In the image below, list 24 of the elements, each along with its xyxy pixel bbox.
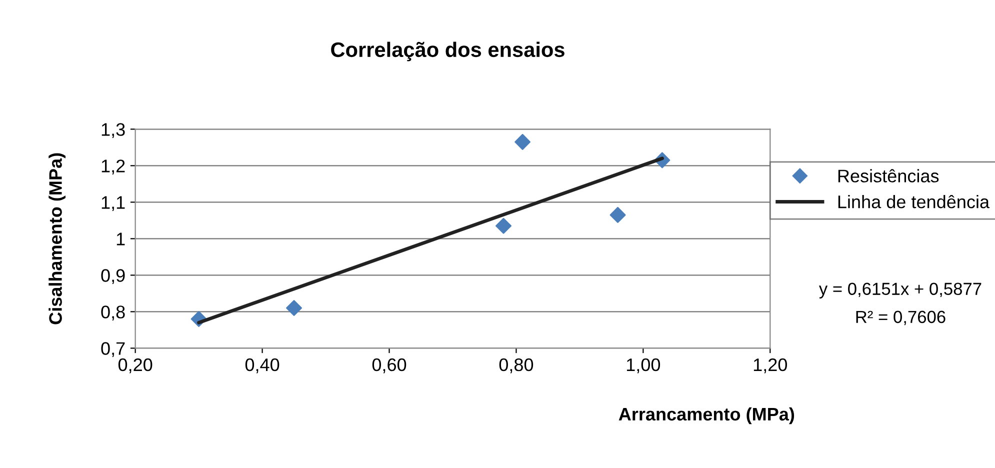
y-tick-label: 1,3: [102, 123, 125, 138]
y-tick-label: 1: [116, 232, 125, 246]
legend-label: Linha de tendência: [838, 194, 990, 208]
y-tick-label: 1,2: [102, 160, 125, 175]
x-tick-label: 0,60: [372, 358, 406, 374]
x-tick-label: 0,80: [499, 358, 534, 374]
y-tick-label: 0,8: [101, 306, 125, 321]
x-tick-label: 1,00: [626, 358, 660, 374]
x-axis-title: Arrancamento (MPa): [618, 407, 794, 424]
text: y = 0,6151x + 0,5877: [818, 282, 982, 298]
x-tick-label: 0,40: [245, 358, 280, 374]
text: R² = 0,7606: [856, 310, 946, 326]
y-tick-label: 0,7: [101, 342, 125, 358]
y-tick-label: 0,9: [101, 269, 125, 284]
point: [496, 218, 512, 234]
x-tick-label: 1,20: [754, 358, 787, 374]
chart-title: Correlação dos ensaios: [331, 42, 564, 62]
y-axis-title: Cisalhamento (MPa): [48, 153, 66, 324]
y-tick-label: 1,1: [102, 196, 125, 212]
point: [286, 300, 302, 316]
point: [610, 206, 626, 223]
legend-label: Resistências: [838, 169, 939, 182]
x-tick-label: 0,20: [118, 358, 152, 374]
point: [514, 134, 531, 150]
